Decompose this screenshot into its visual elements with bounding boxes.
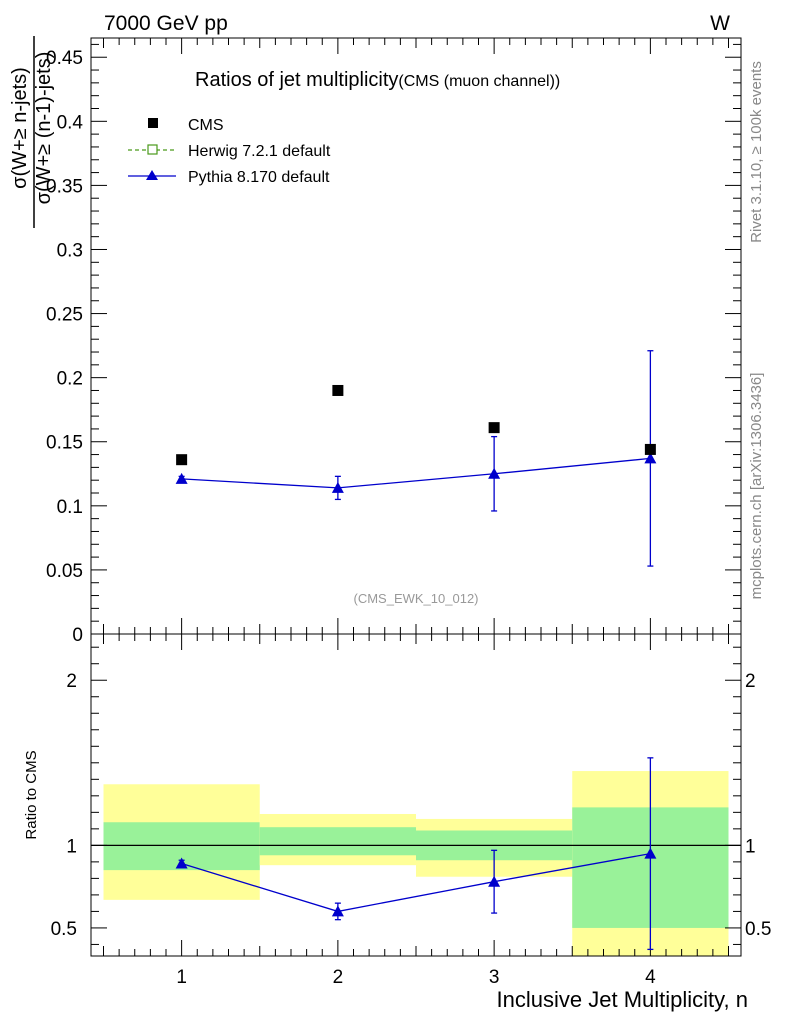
mcplots-note: mcplots.cern.ch [arXiv:1306.3436]: [748, 373, 765, 600]
legend-cms-marker: [148, 118, 158, 128]
legend-herwig-label: Herwig 7.2.1 default: [188, 143, 331, 160]
main-ytick-label: 0.2: [57, 369, 83, 390]
pythia-point: [175, 472, 188, 484]
pythia-point: [488, 467, 501, 479]
ratio-ytick-label-right: 2: [745, 671, 756, 692]
process-label: W: [710, 12, 730, 35]
pythia-ratio-point: [331, 905, 344, 917]
main-series: [175, 350, 657, 567]
cms-point: [488, 422, 500, 434]
main-ytick-label: 0.05: [46, 561, 83, 582]
main-ytick-label: 0.35: [46, 176, 83, 197]
legend: CMS Herwig 7.2.1 default Pythia 8.170 de…: [128, 117, 331, 186]
energy-label: 7000 GeV pp: [104, 12, 228, 35]
pythia-ratio-point: [175, 857, 188, 869]
ratio-ytick-label: 2: [66, 671, 77, 692]
ratio-axes: 0.5 0.5 1 1 2 2 1 2 3 4: [51, 633, 771, 988]
analysis-tag: (CMS_EWK_10_012): [354, 591, 479, 606]
cms-point: [644, 443, 656, 455]
stat-uncertainty-band-2: [259, 827, 416, 856]
pythia-ratio-point: [644, 847, 657, 859]
main-ytick-label: 0: [72, 625, 83, 646]
pythia-point: [331, 481, 344, 493]
ratio-xtick-label: 3: [489, 967, 500, 988]
ratio-xtick-label: 2: [333, 967, 344, 988]
ratio-ytick-label: 0.5: [51, 919, 77, 940]
main-ylabel-denominator: σ(W+≥ (n-1)-jets): [33, 52, 55, 205]
legend-herwig-marker: [147, 144, 158, 155]
rivet-note: Rivet 3.1.10, ≥ 100k events: [748, 61, 765, 243]
ratio-ylabel: Ratio to CMS: [23, 750, 40, 839]
main-ytick-label: 0.25: [46, 305, 83, 326]
ratio-ytick-label-right: 1: [745, 836, 756, 857]
pythia-ratio-point: [488, 875, 501, 887]
main-ytick-label: 0.45: [46, 48, 83, 69]
pythia-ratio-line: [181, 852, 651, 913]
cms-point: [176, 454, 188, 466]
main-ytick-label: 0.15: [46, 433, 83, 454]
x-axis-label: Inclusive Jet Multiplicity, n: [497, 987, 748, 1012]
legend-cms-label: CMS: [188, 117, 224, 134]
pythia-line: [181, 457, 651, 489]
plot-title-sub: (CMS (muon channel)): [398, 73, 560, 90]
ratio-series: [175, 757, 657, 951]
main-ytick-label: 0.1: [57, 497, 83, 518]
legend-pythia-marker: [146, 170, 158, 180]
legend-pythia-label: Pythia 8.170 default: [188, 169, 330, 186]
ratio-ytick-label: 1: [66, 836, 77, 857]
main-ytick-label: 0.3: [57, 240, 83, 261]
plot-title-main: Ratios of jet multiplicity: [195, 69, 398, 91]
main-ylabel-numerator: σ(W+≥ n-jets): [9, 67, 31, 189]
plot-title: Ratios of jet multiplicity(CMS (muon cha…: [195, 69, 560, 91]
main-ytick-label: 0.4: [57, 112, 84, 133]
main-axes: 0 0.05 0.1 0.15 0.2 0.25 0.3 0.35 0.4 0.45: [46, 37, 742, 646]
ratio-xtick-label: 4: [645, 967, 656, 988]
pythia-point: [644, 452, 657, 464]
cms-point: [332, 384, 344, 396]
ratio-ytick-label-right: 0.5: [745, 919, 771, 940]
ratio-bands: [103, 771, 729, 956]
ratio-xtick-label: 1: [176, 967, 187, 988]
